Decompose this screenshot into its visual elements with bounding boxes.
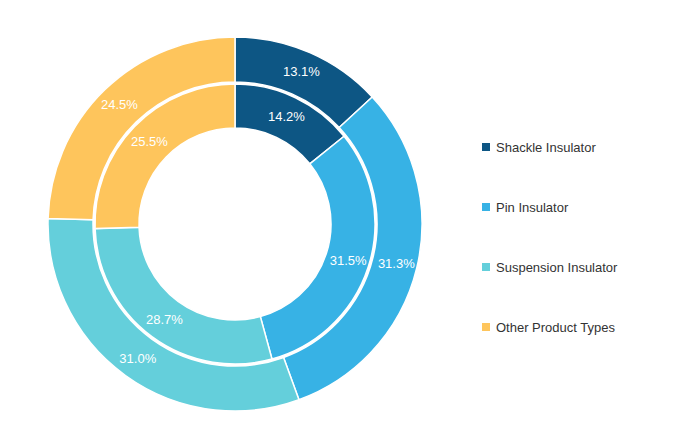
chart: 13.1% 31.3% 31.0% 24.5% 14.2% 31.5% 28.7% 25.5%… [0, 0, 693, 438]
legend-label: Pin Insulator [496, 200, 569, 215]
legend-swatch [482, 323, 490, 331]
data-label: 31.3% [378, 256, 415, 271]
data-label: 14.2% [268, 109, 305, 124]
data-label: 31.5% [330, 253, 367, 268]
legend-label: Suspension Insulator [496, 260, 618, 275]
data-label: 24.5% [101, 97, 138, 112]
data-label: 31.0% [119, 351, 156, 366]
data-label: 13.1% [283, 64, 320, 79]
legend-label: Shackle Insulator [496, 140, 596, 155]
legend: Shackle Insulator Pin Insulator Suspension… [482, 140, 618, 335]
wedge [48, 218, 299, 411]
legend-swatch [482, 143, 490, 151]
wedge [260, 136, 375, 359]
wedge [95, 227, 272, 364]
page: {"chart_data": {"type": "pie", "categori… [0, 0, 693, 438]
legend-label: Other Product Types [496, 320, 615, 335]
data-label: 25.5% [131, 134, 168, 149]
legend-swatch [482, 203, 490, 211]
data-label: 28.7% [146, 312, 183, 327]
legend-swatch [482, 263, 490, 271]
wedges [48, 37, 422, 411]
wedge [95, 84, 235, 229]
data-labels: 13.1% 31.3% 31.0% 24.5% 14.2% 31.5% 28.7% 25.5% [101, 64, 415, 366]
